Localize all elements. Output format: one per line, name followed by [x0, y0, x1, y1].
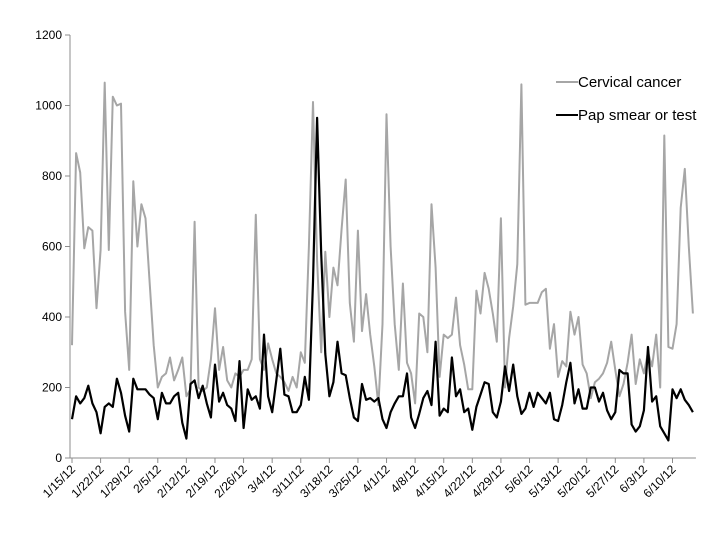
- x-tick-label: 5/27/12: [583, 462, 621, 500]
- y-tick-label: 400: [42, 310, 62, 324]
- legend: Cervical cancer Pap smear or test: [556, 74, 697, 124]
- x-axis-ticks: 1/15/121/22/121/29/122/5/122/12/122/19/1…: [40, 458, 679, 500]
- y-tick-label: 0: [55, 451, 62, 465]
- y-tick-label: 1200: [35, 28, 62, 42]
- y-tick-label: 800: [42, 169, 62, 183]
- x-tick-label: 2/26/12: [211, 462, 249, 500]
- legend-label: Cervical cancer: [578, 74, 681, 91]
- x-tick-label: 3/25/12: [326, 462, 364, 500]
- y-tick-label: 200: [42, 381, 62, 395]
- legend-label: Pap smear or test: [578, 107, 697, 124]
- y-axis-ticks: 0 200 400 600 800 1000 1200: [35, 28, 70, 465]
- series-line-cervical-cancer: [71, 81, 694, 407]
- series-line-pap-smear-or-test: [70, 116, 694, 442]
- x-tick-label: 1/29/12: [97, 462, 135, 500]
- x-tick-label: 4/29/12: [469, 462, 507, 500]
- y-tick-label: 1000: [35, 99, 62, 113]
- y-tick-label: 600: [42, 240, 62, 254]
- series-lines: [70, 81, 694, 442]
- x-tick-label: 4/1/12: [359, 462, 393, 496]
- x-tick-label: 6/10/12: [640, 462, 678, 500]
